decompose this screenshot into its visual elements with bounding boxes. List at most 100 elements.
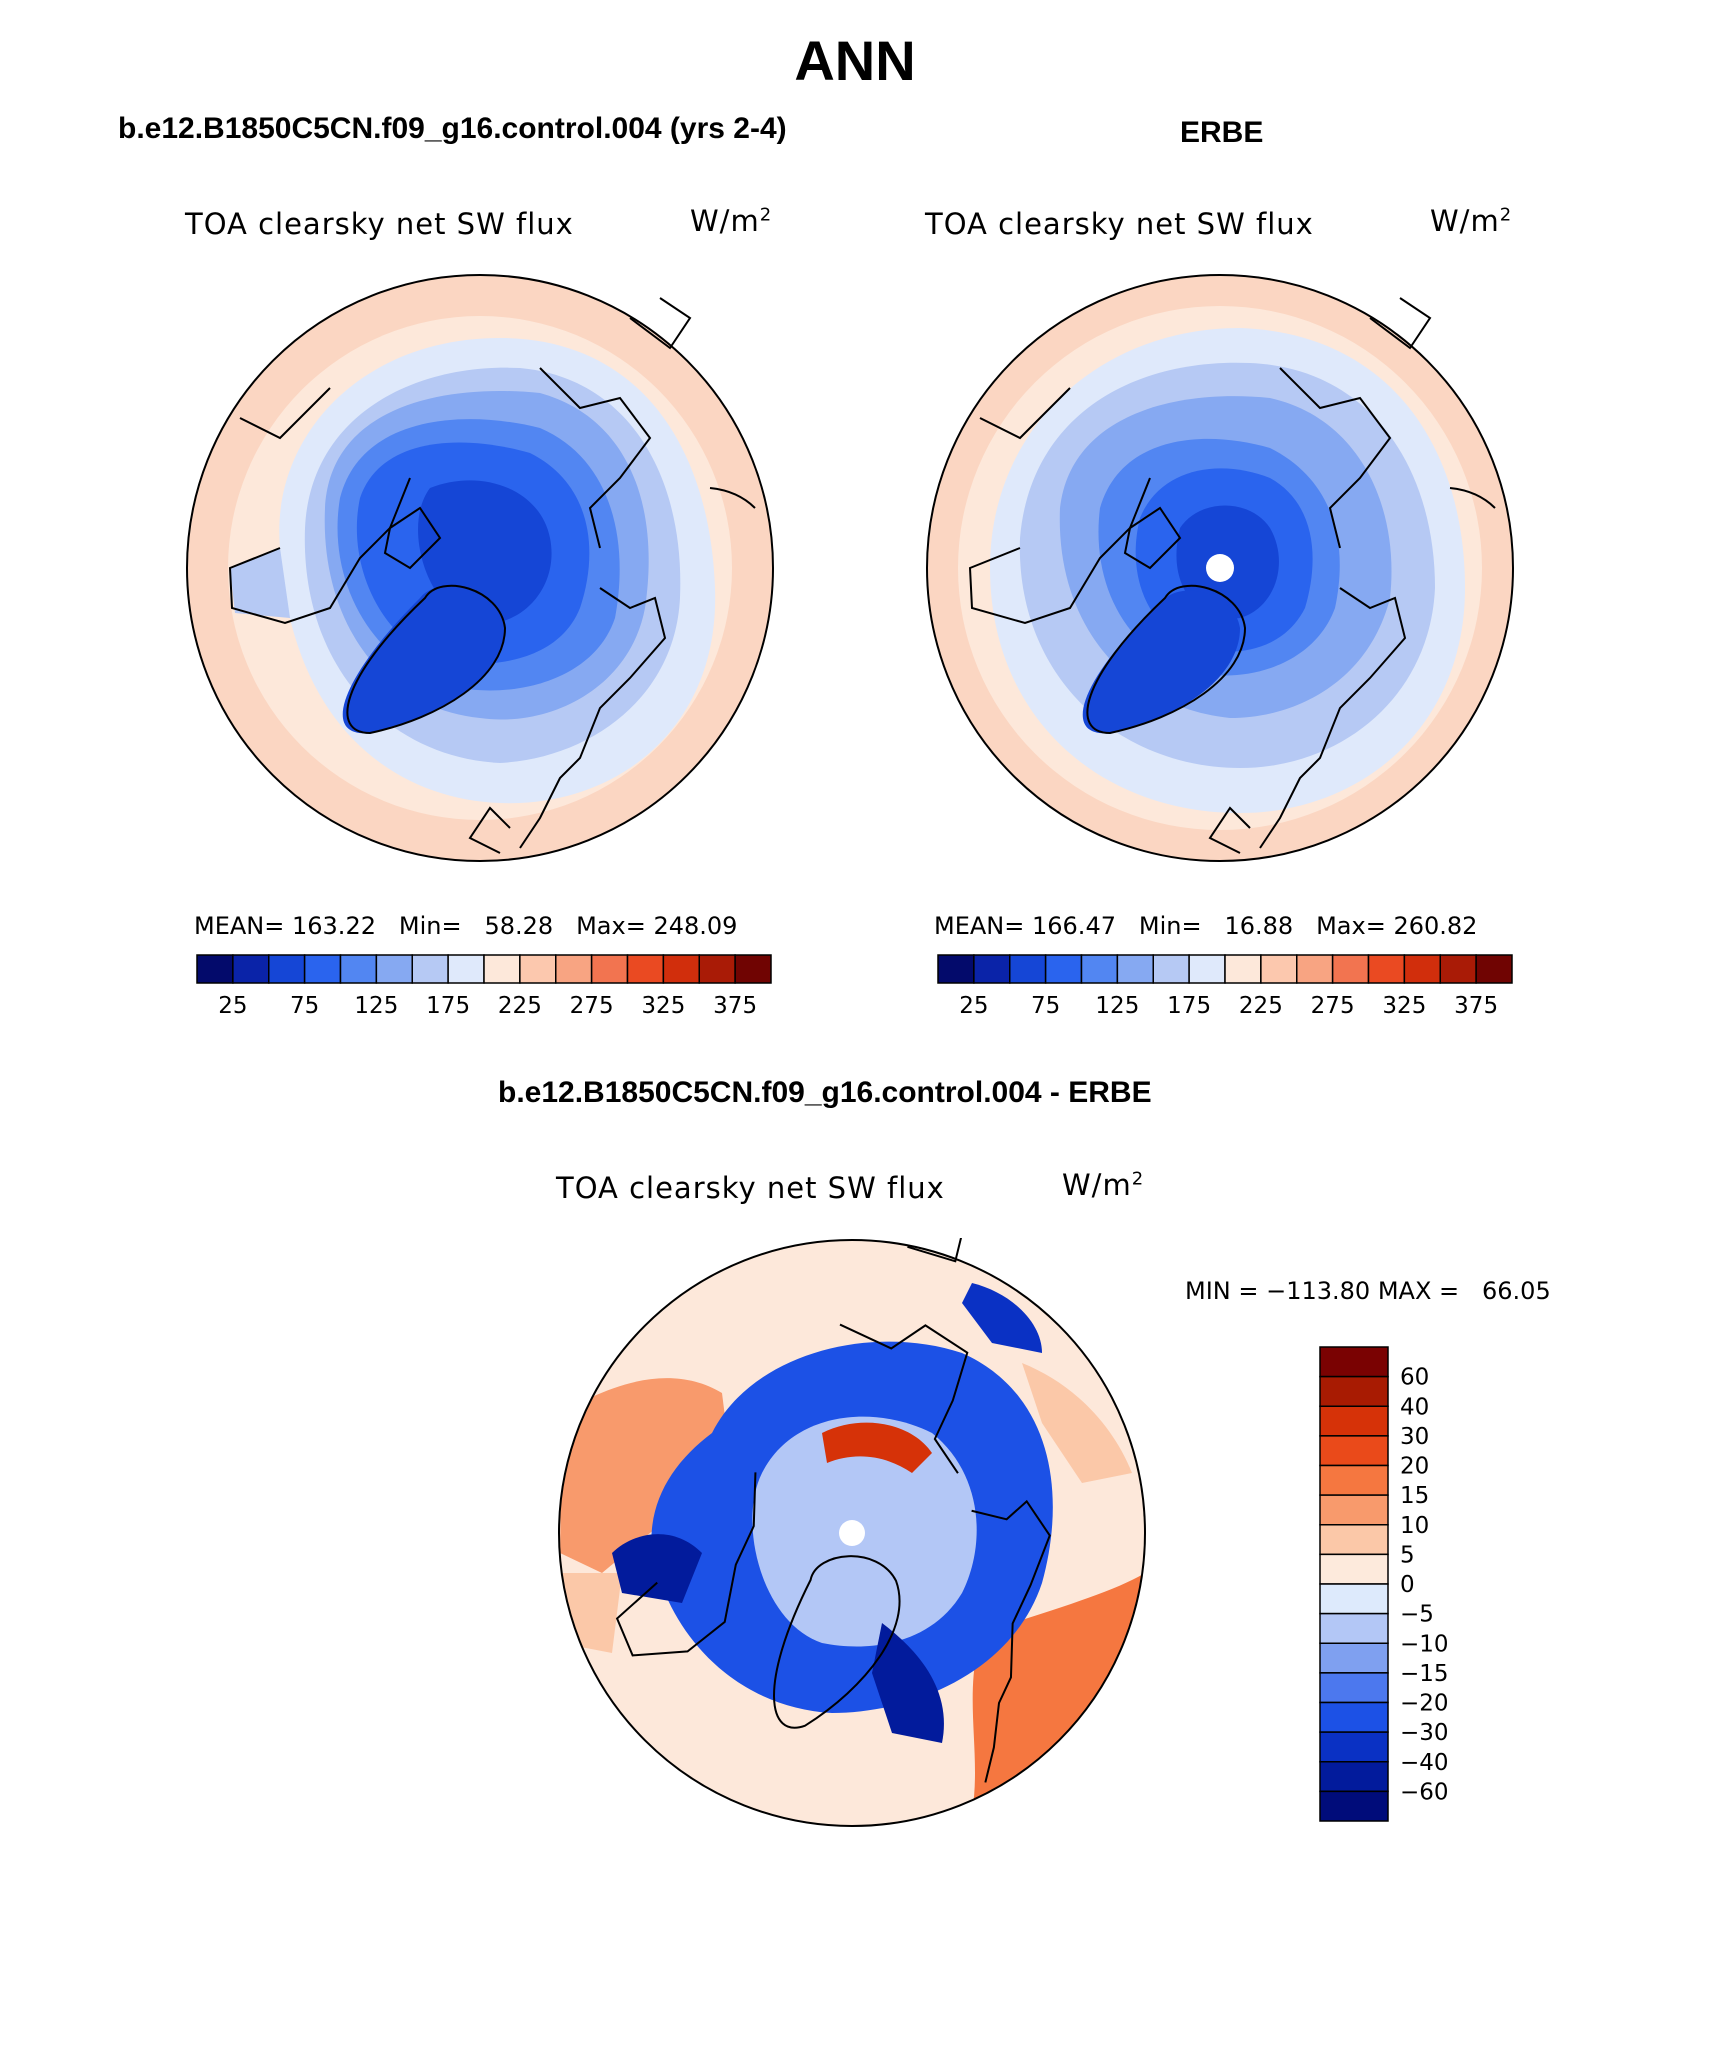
model-variable-label: TOA clearsky net SW flux [185, 207, 574, 241]
obs-colorbar-swatch [1260, 954, 1298, 984]
diff-polar-map [558, 1238, 1146, 1827]
diff-map-border [558, 1239, 1146, 1827]
diff-colorbar-swatch [1319, 1701, 1389, 1733]
diff-colorbar: 60 40 30 20 15 10 5 0 −5 −10 −15 −20 −30 −40 −60 [1319, 1346, 1449, 1822]
model-colorbar-tick-label: 125 [354, 993, 398, 1019]
diff-colorbar-swatch [1319, 1583, 1389, 1615]
obs-colorbar-tick-label: 325 [1382, 993, 1426, 1019]
model-colorbar-swatch [734, 954, 772, 984]
obs-map-border [926, 274, 1514, 862]
diff-colorbar-swatch [1319, 1524, 1389, 1556]
model-colorbar-swatch [626, 954, 665, 984]
obs-colorbar: 25 75 125 175 225 275 325 375 [937, 954, 1513, 1019]
model-colorbar-tick-label: 275 [570, 993, 614, 1019]
model-colorbar-tick-label: 375 [713, 993, 757, 1019]
diff-colorbar-tick-label: 5 [1400, 1542, 1415, 1568]
obs-greenland [1082, 590, 1240, 734]
diff-colorbar-swatch [1319, 1612, 1389, 1644]
obs-coastlines [968, 297, 1496, 854]
diff-colorbar-swatch [1319, 1405, 1389, 1437]
diff-colorbar-tick-label: −60 [1400, 1779, 1449, 1805]
obs-colorbar-tick-label: 375 [1454, 993, 1498, 1019]
obs-colorbar-tick-label: 125 [1095, 993, 1139, 1019]
diff-colorbar-swatch [1319, 1435, 1389, 1467]
diff-panel-title: b.e12.B1850C5CN.f09_g16.control.004 - ER… [498, 1076, 1152, 1109]
model-colorbar-swatch [339, 954, 378, 984]
model-units-label: W/m2 [690, 204, 773, 238]
model-colorbar-tick-label: 175 [426, 993, 470, 1019]
obs-colorbar-swatch [1080, 954, 1119, 984]
obs-colorbar-swatch [1152, 954, 1190, 984]
obs-variable-label: TOA clearsky net SW flux [925, 207, 1314, 241]
diff-colorbar-swatch [1319, 1553, 1389, 1585]
diff-colorbar-tick-label: 15 [1400, 1483, 1429, 1509]
diff-colorbar-tick-label: 20 [1400, 1454, 1429, 1480]
diff-colorbar-swatch [1319, 1375, 1389, 1407]
model-colorbar-swatch [232, 954, 270, 984]
obs-colorbar-swatch [1296, 954, 1334, 984]
diff-colorbar-tick-label: −30 [1400, 1720, 1449, 1746]
diff-colorbar-tick-label: 40 [1400, 1394, 1429, 1420]
diff-colorbar-tick-label: −10 [1400, 1631, 1449, 1657]
obs-colorbar-tick-label: 275 [1311, 993, 1355, 1019]
obs-colorbar-swatch [1224, 954, 1262, 984]
model-colorbar: 25 75 125 175 225 275 325 375 [196, 954, 772, 1019]
diff-colorbar-swatch [1319, 1494, 1389, 1526]
model-colorbar-swatch [447, 954, 485, 984]
diff-colorbar-tick-label: −5 [1400, 1602, 1434, 1628]
diff-pole-hole [839, 1520, 865, 1546]
model-colorbar-swatch [698, 954, 736, 984]
model-colorbar-swatch [375, 954, 413, 984]
diff-colorbar-tick-label: 10 [1400, 1513, 1429, 1539]
diff-colorbar-tick-label: 30 [1400, 1424, 1429, 1450]
diff-colorbar-tick-label: 0 [1400, 1572, 1415, 1598]
model-polar-map [186, 274, 774, 862]
diff-colorbar-swatch [1319, 1790, 1389, 1822]
obs-colorbar-tick-label: 25 [959, 993, 988, 1019]
obs-colorbar-tick-label: 75 [1031, 993, 1060, 1019]
model-greenland [342, 585, 505, 734]
model-colorbar-tick-label: 325 [641, 993, 685, 1019]
model-colorbar-swatch [519, 954, 557, 984]
model-colorbar-swatch [196, 954, 234, 984]
obs-units-label: W/m2 [1430, 204, 1513, 238]
diff-colorbar-swatch [1319, 1761, 1389, 1793]
model-colorbar-swatch [483, 954, 521, 984]
obs-pole-hole [1206, 554, 1234, 582]
obs-colorbar-swatch [973, 954, 1011, 984]
diff-colorbar-swatch [1319, 1642, 1389, 1674]
diff-units-label: W/m2 [1062, 1168, 1145, 1202]
obs-stats: MEAN= 166.47 Min= 16.88 Max= 260.82 [934, 912, 1478, 940]
obs-panel-title: ERBE [1180, 116, 1264, 149]
obs-colorbar-swatch [1044, 954, 1083, 984]
diff-variable-label: TOA clearsky net SW flux [556, 1171, 945, 1205]
diff-lightred-northeast [1022, 1363, 1132, 1483]
diff-coastlines [615, 1238, 1051, 1783]
model-coastlines [228, 297, 756, 854]
model-hudson-bay [230, 548, 290, 618]
obs-colorbar-swatch [1331, 954, 1370, 984]
model-stats: MEAN= 163.22 Min= 58.28 Max= 248.09 [194, 912, 738, 940]
obs-colorbar-swatch [1116, 954, 1154, 984]
diff-blue-north [962, 1283, 1042, 1353]
diff-darkblue-canada [612, 1534, 702, 1603]
model-colorbar-swatch [590, 954, 629, 984]
model-colorbar-swatch [411, 954, 449, 984]
obs-colorbar-swatch [1403, 954, 1441, 984]
model-map-border [186, 274, 774, 862]
diff-colorbar-tick-label: 60 [1400, 1365, 1429, 1391]
model-colorbar-swatch [662, 954, 700, 984]
diff-colorbar-tick-label: −15 [1400, 1661, 1449, 1687]
figure-title: ANN [794, 29, 916, 92]
diff-darkblue-siberia [872, 1623, 944, 1743]
diff-colorbar-tick-label: −40 [1400, 1750, 1449, 1776]
diff-red-west [560, 1378, 732, 1573]
diff-colorbar-tick-label: −20 [1400, 1691, 1449, 1717]
obs-colorbar-swatch [937, 954, 975, 984]
model-colorbar-tick-label: 75 [290, 993, 319, 1019]
diff-colorbar-swatch [1319, 1464, 1389, 1496]
obs-colorbar-tick-label: 175 [1167, 993, 1211, 1019]
model-colorbar-swatch [555, 954, 593, 984]
obs-colorbar-tick-label: 225 [1239, 993, 1283, 1019]
obs-polar-map [926, 274, 1514, 862]
